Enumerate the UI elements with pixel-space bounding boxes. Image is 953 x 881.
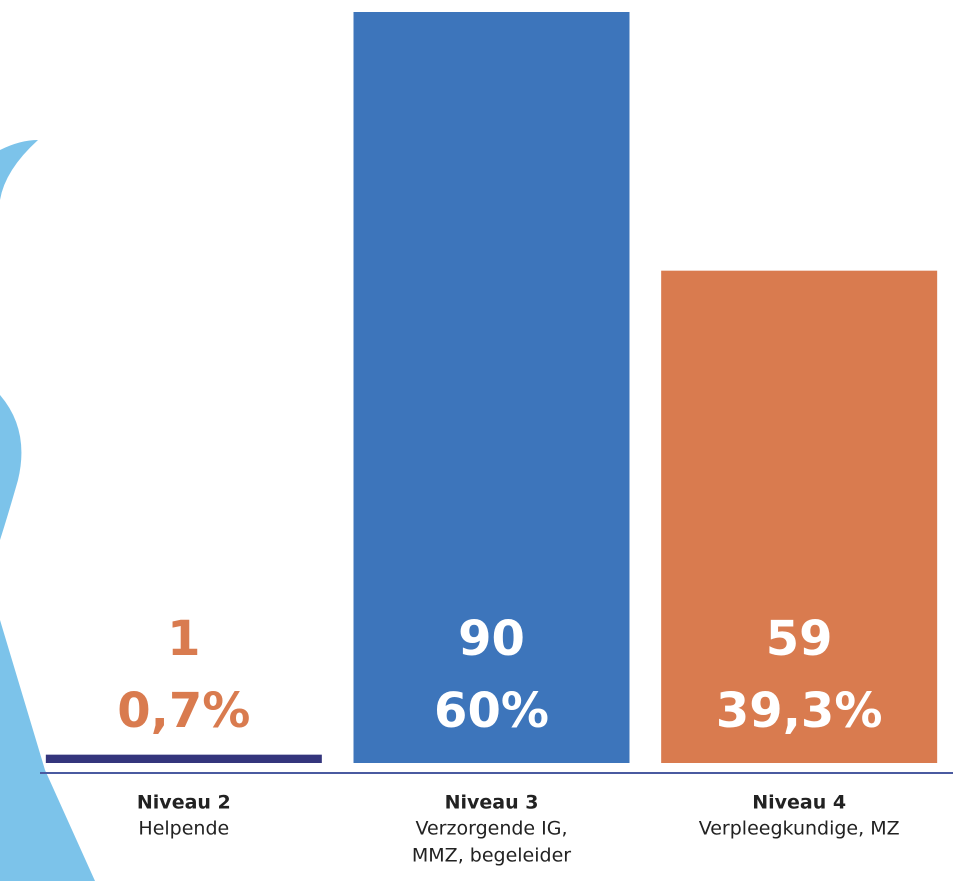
x-tick-label: Niveau 4 (752, 792, 846, 814)
decoration (0, 620, 95, 881)
value-label: 1 (167, 611, 200, 667)
share-label: 60% (434, 683, 549, 739)
value-label: 59 (766, 611, 833, 667)
share-label: 39,3% (716, 683, 883, 739)
category-description: Verzorgende IG, (415, 818, 567, 840)
decoration (0, 395, 22, 540)
category-description: MMZ, begeleider (412, 845, 571, 867)
category-description: Verpleegkundige, MZ (699, 818, 900, 840)
bar (353, 12, 630, 763)
decoration (0, 140, 38, 200)
bar (45, 754, 322, 763)
x-tick-label: Niveau 2 (137, 792, 231, 814)
share-label: 0,7% (117, 683, 250, 739)
category-description: Helpende (138, 818, 229, 840)
value-label: 90 (458, 611, 525, 667)
bar (661, 270, 938, 763)
x-tick-label: Niveau 3 (445, 792, 539, 814)
